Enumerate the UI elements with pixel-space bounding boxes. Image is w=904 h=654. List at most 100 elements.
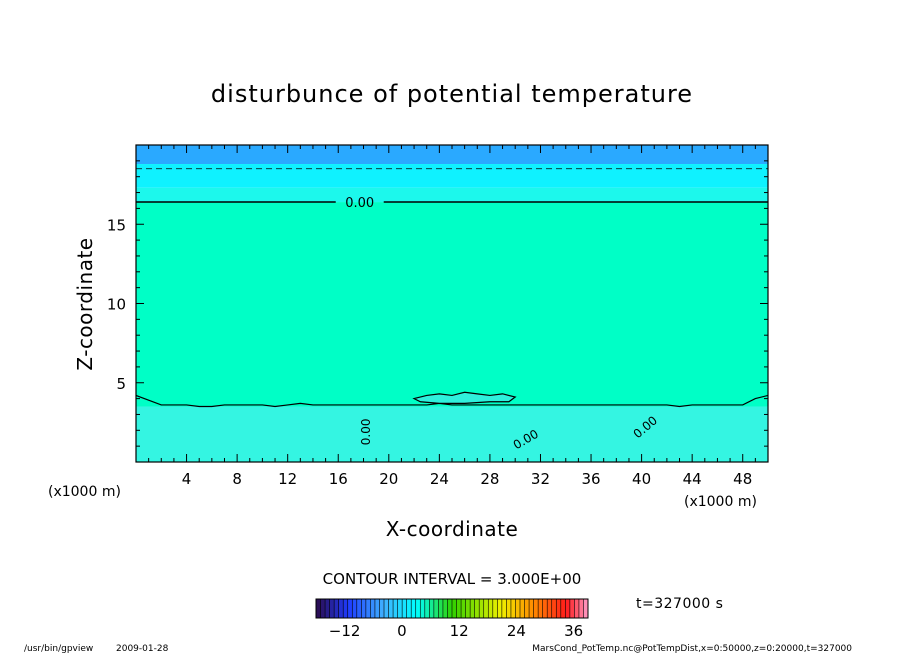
colorbar-ticks: −12 0 12 24 36 — [329, 622, 583, 640]
colorbar-swatch — [406, 599, 412, 618]
colorbar-swatch — [420, 599, 426, 618]
source-file: MarsCond_PotTemp.nc@PotTempDist,x=0:5000… — [532, 644, 852, 654]
surface-contour — [136, 394, 768, 408]
colorbar-swatch — [520, 599, 526, 618]
chart-title: disturbunce of potential temperature — [211, 80, 693, 108]
colorbar-swatch — [356, 599, 362, 618]
x-tick-label: 40 — [632, 470, 651, 488]
colorbar-swatch — [470, 599, 476, 618]
colorbar-swatch — [320, 599, 326, 618]
colorbar-swatch — [361, 599, 367, 618]
colorbar-swatch — [474, 599, 480, 618]
colorbar-swatch — [515, 599, 521, 618]
colorbar-swatch — [533, 599, 539, 618]
x-tick-label: 48 — [733, 470, 752, 488]
color-regions — [136, 145, 768, 462]
x-tick-label: 32 — [531, 470, 550, 488]
contour-interval: CONTOUR INTERVAL = 3.000E+00 — [323, 570, 582, 588]
plot-area: 0.000.00 0.00 0.00 — [136, 145, 768, 462]
colorbar-swatch — [488, 599, 494, 618]
colorbar-swatch — [343, 599, 349, 618]
contour-label: 0.00 — [345, 196, 374, 211]
colorbar-swatch — [379, 599, 385, 618]
colorbar-swatch — [316, 599, 322, 618]
x-unit-right: (x1000 m) — [684, 494, 757, 510]
y-axis-label: Z-coordinate — [73, 237, 97, 370]
x-tick-label: 16 — [329, 470, 348, 488]
colorbar-swatch — [402, 599, 408, 618]
x-tick-label: 4 — [182, 470, 192, 488]
colorbar-swatch — [397, 599, 403, 618]
colorbar-swatch — [334, 599, 340, 618]
colorbar-swatch — [529, 599, 535, 618]
program-path: /usr/bin/gpview — [24, 644, 93, 654]
x-tick-label: 24 — [430, 470, 449, 488]
x-tick-label: 12 — [278, 470, 297, 488]
colorbar-swatch — [338, 599, 344, 618]
y-tick-label: 10 — [107, 296, 126, 314]
colorbar-swatch — [551, 599, 557, 618]
colorbar-swatch — [393, 599, 399, 618]
colorbar-swatch — [456, 599, 462, 618]
colorbar-swatch — [547, 599, 553, 618]
colorbar-swatch — [388, 599, 394, 618]
x-axis-ticks: 4 8 12 16 20 24 28 32 36 40 44 48 — [148, 145, 756, 488]
region-0 — [136, 145, 768, 165]
colorbar-swatch — [483, 599, 489, 618]
colorbar-swatch — [578, 599, 584, 618]
colorbar-swatch — [560, 599, 566, 618]
colorbar-swatch — [365, 599, 371, 618]
program-date: 2009-01-28 — [116, 644, 169, 654]
colorbar-swatch — [433, 599, 439, 618]
y-tick-label: 15 — [107, 216, 126, 234]
contour-label: 0.00 — [359, 419, 373, 446]
colorbar-swatch — [325, 599, 331, 618]
colorbar-frame — [315, 598, 589, 619]
colorbar-swatch — [424, 599, 430, 618]
x-axis-label: X-coordinate — [386, 517, 519, 541]
colorbar-swatch — [461, 599, 467, 618]
colorbar-tick-label: 36 — [564, 622, 583, 640]
colorbar-swatch — [565, 599, 571, 618]
time-label: t=327000 s — [636, 596, 723, 612]
colorbar-swatch — [411, 599, 417, 618]
region-3 — [136, 202, 768, 407]
colorbar-tick-label: 0 — [397, 622, 407, 640]
region-1 — [136, 164, 768, 188]
x-tick-label: 28 — [480, 470, 499, 488]
y-axis-ticks: 5 10 15 — [107, 160, 768, 447]
colorbar-swatch — [556, 599, 562, 618]
region-2 — [136, 187, 768, 203]
colorbar-swatch — [574, 599, 580, 618]
x-unit-left: (x1000 m) — [48, 484, 121, 500]
x-tick-label: 44 — [683, 470, 702, 488]
colorbar-tick-label: 24 — [507, 622, 526, 640]
colorbar-swatch — [438, 599, 444, 618]
colorbar-swatch — [442, 599, 448, 618]
colorbar-swatch — [510, 599, 516, 618]
colorbar-swatch — [374, 599, 380, 618]
colorbar-swatch — [347, 599, 353, 618]
colorbar-tick-label: 12 — [450, 622, 469, 640]
region-4 — [136, 406, 768, 462]
x-tick-label: 36 — [581, 470, 600, 488]
colorbar-swatch — [329, 599, 335, 618]
colorbar-swatch — [384, 599, 390, 618]
colorbar-swatch — [370, 599, 376, 618]
colorbar-swatch — [524, 599, 530, 618]
colorbar-swatch — [465, 599, 471, 618]
colorbar-swatch — [352, 599, 358, 618]
colorbar — [315, 599, 589, 618]
colorbar-swatch — [479, 599, 485, 618]
colorbar-swatch — [497, 599, 503, 618]
y-tick-label: 5 — [116, 375, 126, 393]
x-tick-label: 20 — [379, 470, 398, 488]
x-tick-label: 8 — [232, 470, 242, 488]
colorbar-tick-label: −12 — [329, 622, 361, 640]
colorbar-swatch — [492, 599, 498, 618]
colorbar-swatch — [501, 599, 507, 618]
colorbar-swatch — [506, 599, 512, 618]
colorbar-swatch — [542, 599, 548, 618]
colorbar-swatch — [452, 599, 458, 618]
colorbar-swatch — [429, 599, 435, 618]
